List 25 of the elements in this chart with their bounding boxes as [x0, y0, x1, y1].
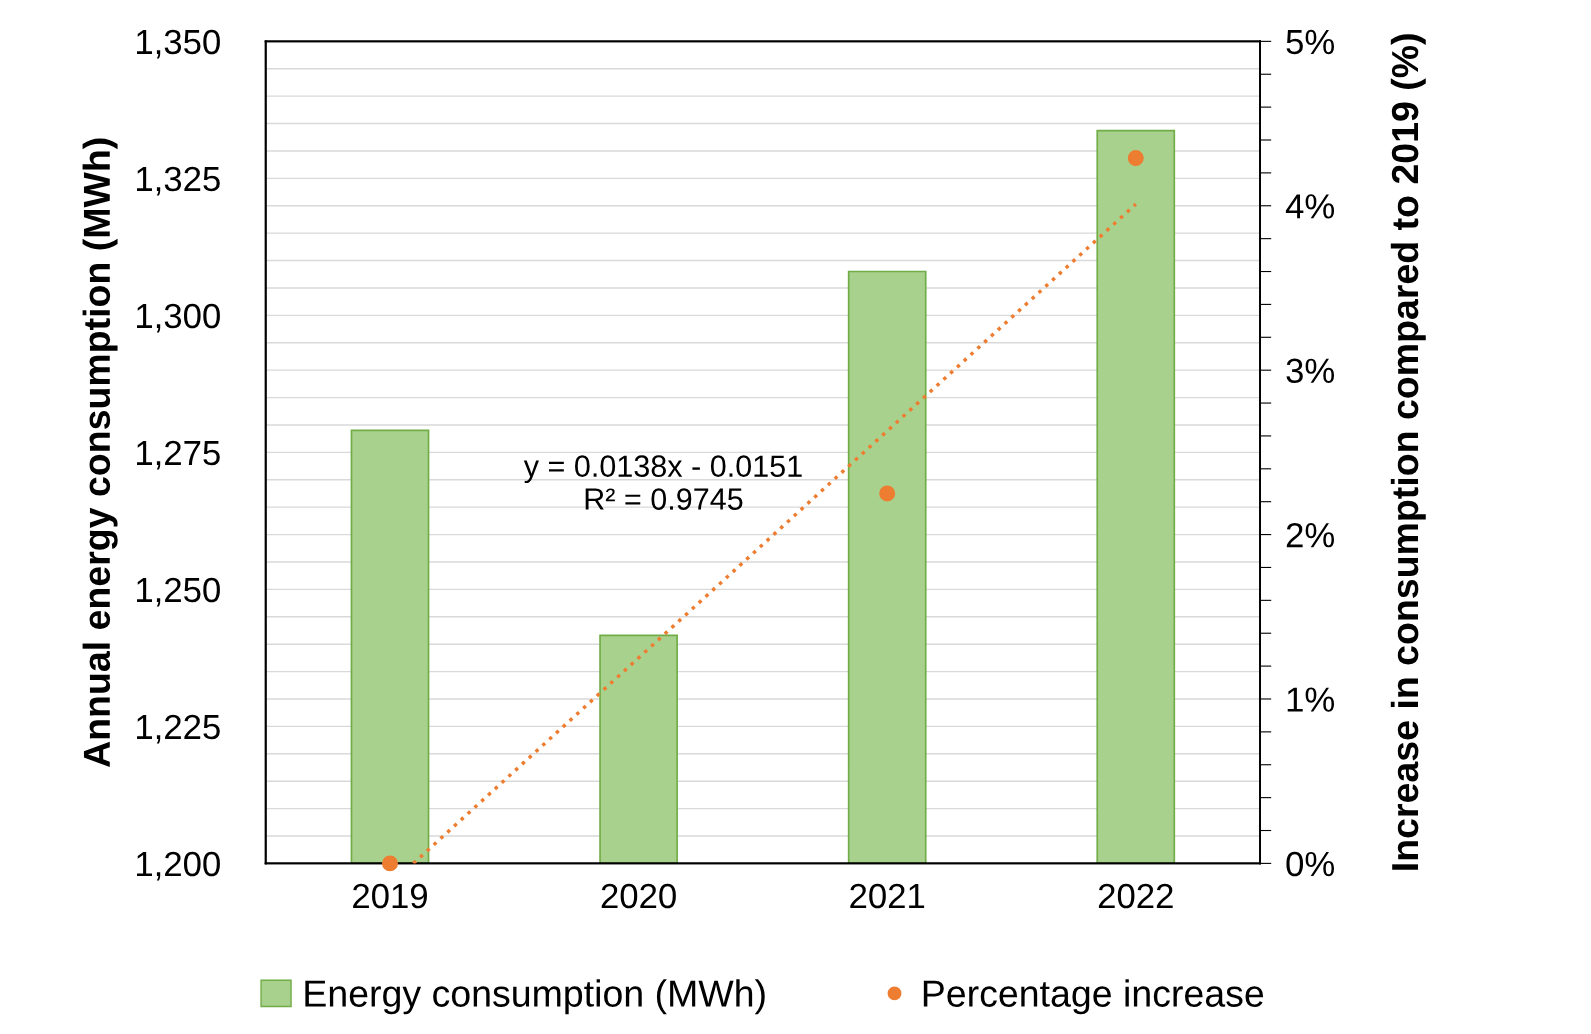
- y2-tick-label: 4%: [1285, 194, 1335, 219]
- y-axis-title: Annual energy consumption (MWh): [82, 138, 118, 768]
- y-tick-label: 1,300: [137, 303, 220, 333]
- y-tick-label: 1,225: [137, 714, 220, 744]
- y2-tick-label: 1%: [1287, 687, 1335, 712]
- legend-label: Percentage increase: [923, 979, 1264, 1015]
- y-tick-label: 1,350: [137, 29, 220, 59]
- y2-tick-label: 2%: [1286, 522, 1335, 548]
- x-tick-label: 2020: [601, 883, 676, 909]
- x-tick-label: 2021: [850, 883, 925, 909]
- y2-tick-label: 3%: [1286, 358, 1335, 384]
- x-tick-label: 2019: [353, 883, 427, 909]
- legend-label: Energy consumption (MWh): [305, 979, 765, 1015]
- point: [382, 855, 398, 872]
- y-tick-label: 1,325: [137, 166, 220, 196]
- x-tick-label: 2022: [1098, 883, 1173, 909]
- y2-tick-label: 0%: [1286, 851, 1335, 877]
- y-tick-label: 1,275: [137, 440, 220, 470]
- y-tick-label: 1,250: [137, 577, 220, 607]
- point: [1127, 150, 1144, 167]
- y2-axis-title: Increase in consumption compared to 2019 (%): [1390, 34, 1426, 870]
- y2-tick-label: 5%: [1286, 29, 1335, 55]
- point: [879, 485, 896, 502]
- y-tick-label: 1,200: [137, 851, 220, 881]
- annotation: y = 0.0138x - 0.0151 R² = 0.9745: [523, 455, 802, 510]
